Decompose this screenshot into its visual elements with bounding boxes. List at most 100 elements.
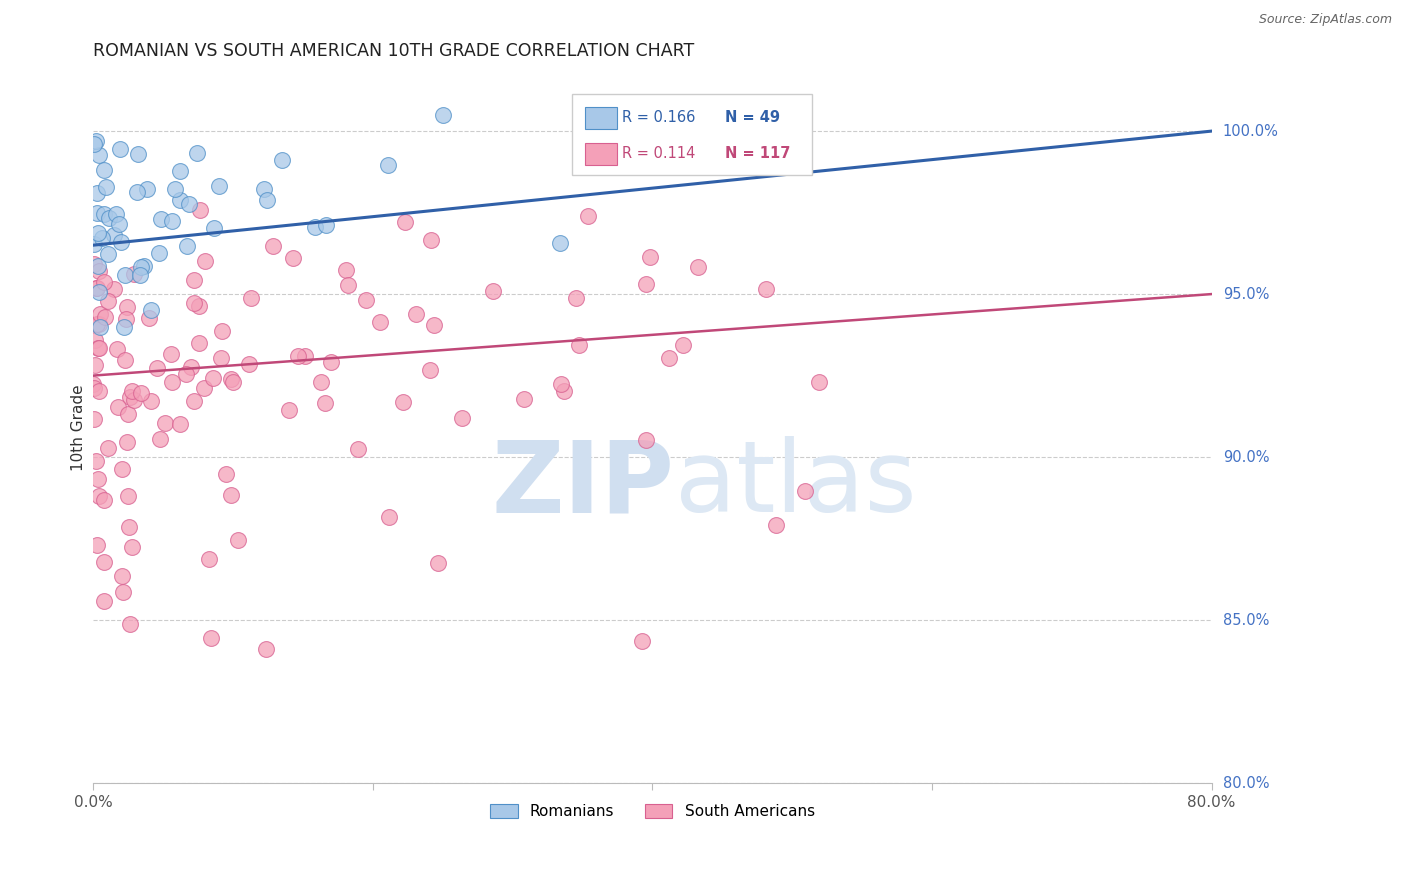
- Point: [125, 185, 148, 199]
- Point: [188, 202, 211, 217]
- Point: [87, 264, 110, 278]
- Point: [103, 281, 125, 295]
- Point: [108, 142, 131, 156]
- Point: [135, 182, 157, 196]
- Point: [187, 299, 209, 313]
- Point: [672, 338, 695, 352]
- Point: [354, 293, 377, 308]
- Point: [568, 338, 591, 352]
- Point: [186, 146, 208, 161]
- Point: [281, 251, 304, 265]
- Point: [94, 310, 117, 324]
- Point: [82, 376, 104, 391]
- Point: [114, 268, 136, 282]
- Point: [86, 206, 108, 220]
- Point: [405, 308, 427, 322]
- Point: [86, 537, 108, 551]
- Point: [112, 585, 135, 599]
- Point: [122, 393, 145, 408]
- Text: N = 49: N = 49: [725, 110, 780, 125]
- Point: [87, 259, 110, 273]
- Point: [253, 182, 276, 196]
- Point: [139, 302, 162, 317]
- Point: [84, 281, 107, 295]
- Point: [86, 280, 108, 294]
- Point: [394, 215, 416, 229]
- Point: [254, 641, 277, 656]
- Point: [202, 221, 225, 235]
- Point: [87, 341, 110, 355]
- Point: [169, 417, 191, 431]
- Point: [118, 390, 141, 404]
- Point: [336, 277, 359, 292]
- Point: [146, 360, 169, 375]
- Point: [378, 510, 401, 524]
- Text: atlas: atlas: [675, 436, 917, 533]
- Point: [211, 324, 233, 338]
- Point: [222, 375, 245, 389]
- Point: [432, 108, 454, 122]
- Point: [120, 616, 142, 631]
- Point: [169, 194, 191, 208]
- Point: [176, 239, 198, 253]
- Point: [256, 193, 278, 207]
- Point: [118, 520, 141, 534]
- Point: [112, 319, 135, 334]
- Point: [110, 235, 132, 249]
- Point: [807, 375, 830, 389]
- Point: [169, 164, 191, 178]
- Point: [153, 416, 176, 430]
- Point: [141, 393, 163, 408]
- Text: R = 0.166: R = 0.166: [623, 110, 696, 125]
- Point: [87, 285, 110, 300]
- Point: [794, 483, 817, 498]
- Point: [238, 357, 260, 371]
- Point: [636, 433, 658, 447]
- Point: [314, 396, 336, 410]
- Point: [370, 315, 392, 329]
- Point: [631, 633, 654, 648]
- Point: [209, 351, 232, 366]
- Point: [426, 557, 449, 571]
- Point: [83, 334, 105, 348]
- FancyBboxPatch shape: [572, 94, 813, 176]
- FancyBboxPatch shape: [585, 107, 617, 129]
- Point: [84, 134, 107, 148]
- Text: 80.0%: 80.0%: [1223, 775, 1270, 790]
- Point: [103, 228, 125, 243]
- Point: [183, 296, 205, 310]
- Point: [377, 158, 399, 172]
- Point: [553, 384, 575, 398]
- Point: [87, 317, 110, 331]
- Point: [117, 489, 139, 503]
- Point: [576, 209, 599, 223]
- FancyBboxPatch shape: [585, 143, 617, 165]
- Point: [174, 367, 197, 381]
- Point: [121, 541, 143, 555]
- Point: [107, 342, 129, 356]
- Point: [132, 259, 155, 273]
- Point: [765, 517, 787, 532]
- Point: [159, 347, 181, 361]
- Point: [193, 381, 215, 395]
- Text: N = 117: N = 117: [725, 145, 790, 161]
- Text: 90.0%: 90.0%: [1223, 450, 1270, 465]
- Point: [183, 273, 205, 287]
- Point: [91, 231, 114, 245]
- Point: [111, 568, 134, 582]
- Point: [97, 246, 120, 260]
- Point: [127, 146, 149, 161]
- Point: [111, 461, 134, 475]
- Point: [83, 412, 105, 426]
- Point: [86, 454, 108, 468]
- Point: [121, 384, 143, 398]
- Text: 95.0%: 95.0%: [1223, 286, 1270, 301]
- Point: [148, 246, 170, 260]
- Point: [183, 393, 205, 408]
- Point: [550, 376, 572, 391]
- Point: [86, 186, 108, 200]
- Point: [165, 182, 187, 196]
- Point: [114, 353, 136, 368]
- Point: [755, 282, 778, 296]
- Point: [208, 179, 231, 194]
